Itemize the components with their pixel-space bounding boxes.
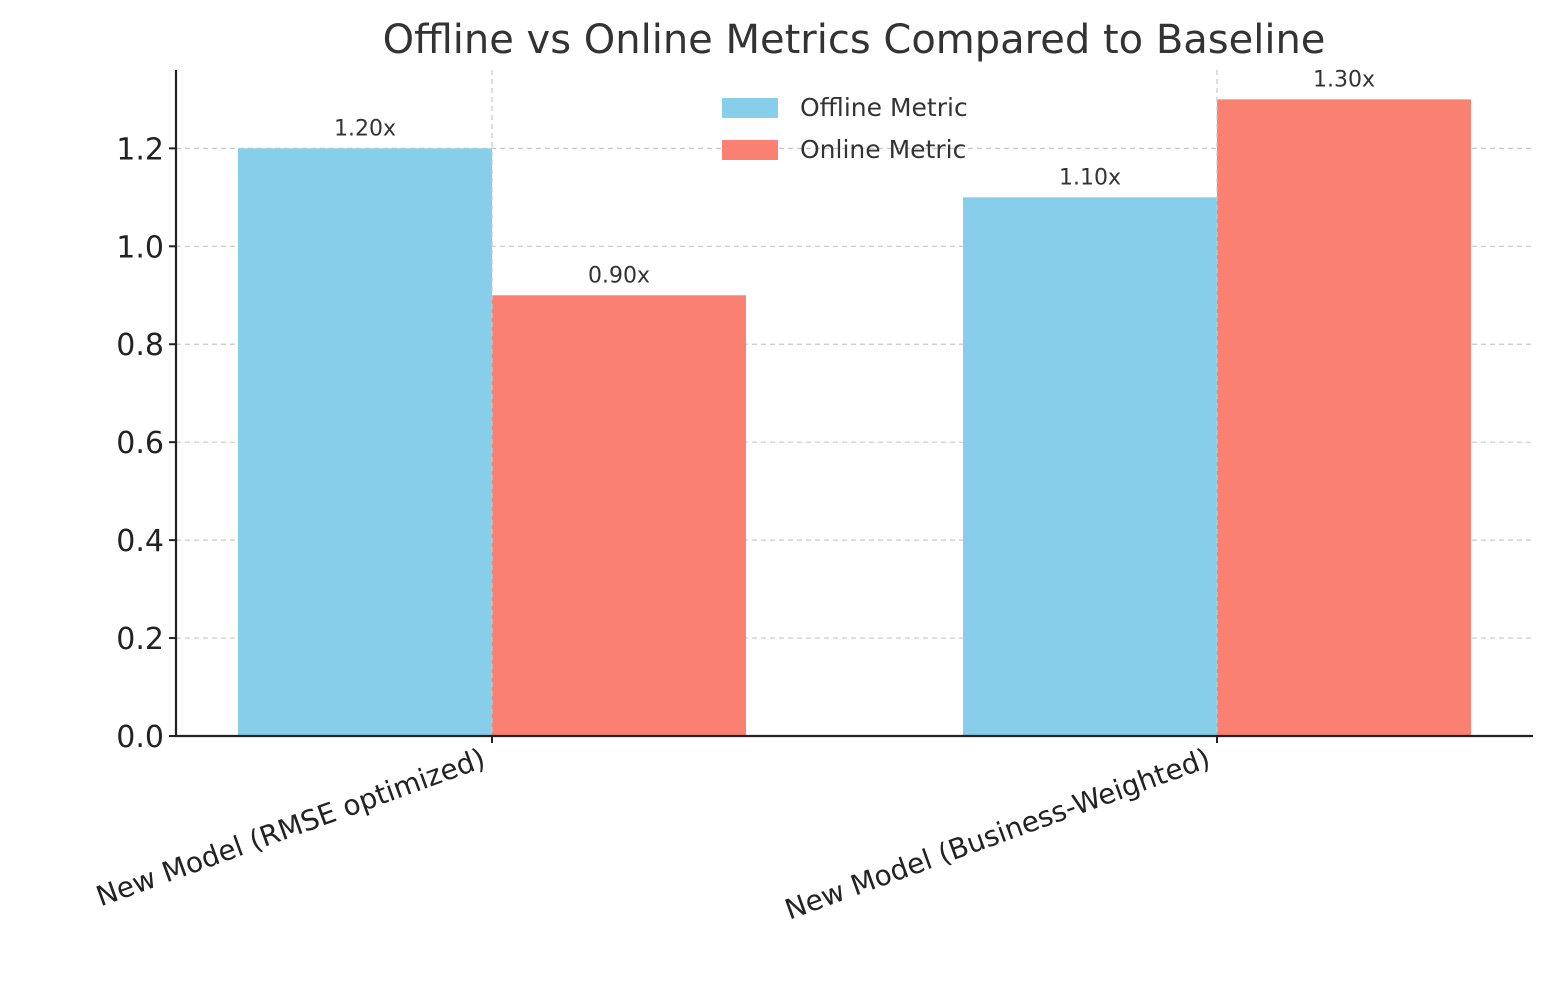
y-tick-label: 0.0 [116, 720, 164, 755]
legend-swatch-offline [722, 98, 778, 118]
legend-label: Offline Metric [800, 93, 968, 122]
y-tick-label: 1.0 [116, 230, 164, 265]
bar-online-2 [1217, 99, 1471, 737]
axes-layer [169, 70, 1533, 743]
legend-label: Online Metric [800, 135, 966, 164]
data-label: 1.20x [334, 116, 396, 141]
bars-layer [238, 99, 1471, 737]
vertical-grid-layer [491, 70, 1218, 736]
data-label: 0.90x [588, 263, 650, 288]
x-tick-label: New Model (Business-Weighted) [780, 742, 1214, 927]
chart-title: Offline vs Online Metrics Compared to Ba… [383, 17, 1326, 63]
bar-offline-2 [963, 197, 1217, 736]
y-tick-label: 0.8 [116, 328, 164, 363]
bar-offline-1 [238, 148, 492, 737]
data-label: 1.10x [1059, 165, 1121, 190]
x-tick-label: New Model (RMSE optimized) [92, 742, 490, 914]
legend-swatch-online [722, 140, 778, 160]
y-tick-label: 0.6 [116, 426, 164, 461]
y-tick-label: 0.2 [116, 622, 164, 657]
y-tick-label: 0.4 [116, 524, 164, 559]
bar-online-1 [492, 295, 746, 736]
data-label: 1.30x [1313, 67, 1375, 92]
legend: Offline Metric Online Metric [722, 93, 968, 164]
y-tick-label: 1.2 [116, 132, 164, 167]
